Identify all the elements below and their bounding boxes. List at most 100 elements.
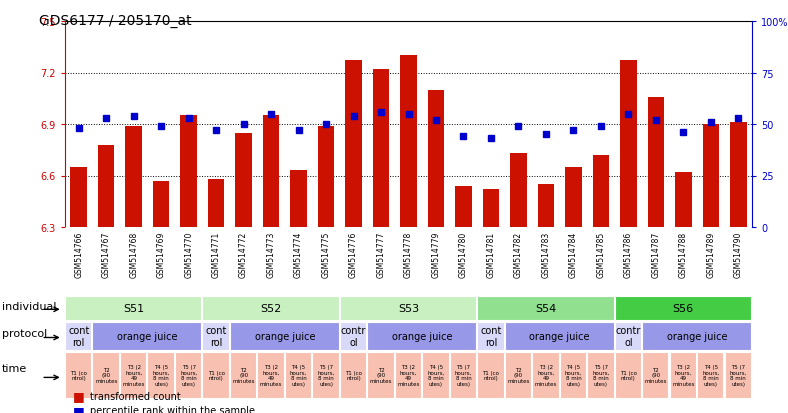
Text: contr
ol: contr ol — [615, 325, 641, 347]
Text: protocol: protocol — [2, 329, 46, 339]
Bar — [98, 145, 114, 228]
Bar — [263, 116, 279, 228]
Bar — [559, 352, 586, 398]
Text: T2
(90
minutes: T2 (90 minutes — [645, 367, 667, 383]
Bar — [230, 322, 339, 351]
Bar — [203, 352, 229, 398]
Text: ■: ■ — [72, 404, 84, 413]
Bar — [175, 352, 201, 398]
Bar — [587, 352, 614, 398]
Text: T4 (5
hours,
8 min
utes): T4 (5 hours, 8 min utes) — [153, 364, 169, 386]
Bar — [340, 352, 366, 398]
Text: GSM514768: GSM514768 — [129, 231, 138, 277]
Text: T5 (7
hours,
8 min
utes): T5 (7 hours, 8 min utes) — [730, 364, 747, 386]
Bar — [504, 352, 531, 398]
Bar — [510, 154, 526, 228]
Text: S51: S51 — [123, 303, 144, 313]
Text: GSM514775: GSM514775 — [322, 231, 330, 277]
Bar — [65, 352, 91, 398]
Bar — [395, 352, 421, 398]
Text: GSM514787: GSM514787 — [652, 231, 660, 277]
Bar — [367, 322, 476, 351]
Text: T1 (co
ntrol): T1 (co ntrol) — [620, 370, 637, 380]
Text: T2
(90
minutes: T2 (90 minutes — [370, 367, 392, 383]
Bar — [450, 352, 476, 398]
Text: GDS6177 / 205170_at: GDS6177 / 205170_at — [39, 14, 191, 28]
Text: T4 (5
hours,
8 min
utes): T4 (5 hours, 8 min utes) — [702, 364, 719, 386]
Bar — [697, 352, 723, 398]
Bar — [642, 322, 751, 351]
Bar — [620, 62, 637, 228]
Text: orange juice: orange juice — [667, 331, 727, 341]
Text: GSM514786: GSM514786 — [624, 231, 633, 277]
Bar — [565, 168, 582, 228]
Bar — [428, 90, 444, 228]
Bar — [478, 322, 504, 351]
Text: GSM514784: GSM514784 — [569, 231, 578, 277]
Bar — [483, 190, 499, 228]
Text: cont
rol: cont rol — [68, 325, 89, 347]
Bar — [532, 352, 559, 398]
Bar — [318, 126, 334, 228]
Text: GSM514781: GSM514781 — [486, 231, 496, 277]
Text: T1 (co
ntrol): T1 (co ntrol) — [70, 370, 87, 380]
Text: T5 (7
hours,
8 min
utes): T5 (7 hours, 8 min utes) — [593, 364, 609, 386]
Text: T2
(90
minutes: T2 (90 minutes — [232, 367, 255, 383]
Bar — [504, 322, 614, 351]
Bar — [290, 171, 307, 228]
Bar — [70, 168, 87, 228]
Bar — [92, 352, 119, 398]
Bar — [258, 352, 284, 398]
Text: S56: S56 — [673, 303, 694, 313]
Text: contr
ol: contr ol — [341, 325, 366, 347]
Text: GSM514772: GSM514772 — [239, 231, 248, 277]
Bar — [537, 185, 554, 228]
Text: percentile rank within the sample: percentile rank within the sample — [90, 405, 255, 413]
Text: ■: ■ — [72, 389, 84, 402]
Text: T4 (5
hours,
8 min
utes): T4 (5 hours, 8 min utes) — [290, 364, 307, 386]
Bar — [203, 296, 339, 321]
Text: T1 (co
ntrol): T1 (co ntrol) — [482, 370, 500, 380]
Text: GSM514779: GSM514779 — [432, 231, 440, 277]
Text: orange juice: orange juice — [530, 331, 590, 341]
Text: orange juice: orange juice — [255, 331, 315, 341]
Text: GSM514785: GSM514785 — [597, 231, 605, 277]
Bar — [125, 126, 142, 228]
Text: GSM514773: GSM514773 — [266, 231, 276, 277]
Text: GSM514782: GSM514782 — [514, 231, 523, 277]
Text: T2
(90
minutes: T2 (90 minutes — [507, 367, 530, 383]
Bar — [345, 62, 362, 228]
Text: GSM514767: GSM514767 — [102, 231, 111, 277]
Bar — [615, 352, 641, 398]
Bar — [675, 173, 692, 228]
Text: T4 (5
hours,
8 min
utes): T4 (5 hours, 8 min utes) — [427, 364, 444, 386]
Text: cont
rol: cont rol — [206, 325, 227, 347]
Bar — [92, 322, 201, 351]
Bar — [65, 322, 91, 351]
Text: T5 (7
hours,
8 min
utes): T5 (7 hours, 8 min utes) — [180, 364, 197, 386]
Bar — [478, 296, 614, 321]
Text: T3 (2
hours,
49
minutes: T3 (2 hours, 49 minutes — [397, 364, 420, 386]
Bar — [230, 352, 256, 398]
Text: GSM514783: GSM514783 — [541, 231, 550, 277]
Text: GSM514776: GSM514776 — [349, 231, 358, 277]
Text: S53: S53 — [398, 303, 419, 313]
Bar — [422, 352, 448, 398]
Bar — [65, 296, 201, 321]
Text: cont
rol: cont rol — [480, 325, 502, 347]
Text: T3 (2
hours,
49
minutes: T3 (2 hours, 49 minutes — [535, 364, 557, 386]
Bar — [312, 352, 339, 398]
Bar — [284, 352, 311, 398]
Bar — [400, 56, 417, 228]
Bar — [180, 116, 197, 228]
Text: GSM514774: GSM514774 — [294, 231, 303, 277]
Bar — [340, 322, 366, 351]
Bar — [478, 352, 504, 398]
Bar — [340, 296, 476, 321]
Text: T1 (co
ntrol): T1 (co ntrol) — [345, 370, 362, 380]
Text: GSM514790: GSM514790 — [734, 231, 743, 277]
Bar — [730, 123, 746, 228]
Text: GSM514778: GSM514778 — [404, 231, 413, 277]
Bar — [236, 133, 252, 228]
Bar — [153, 181, 169, 228]
